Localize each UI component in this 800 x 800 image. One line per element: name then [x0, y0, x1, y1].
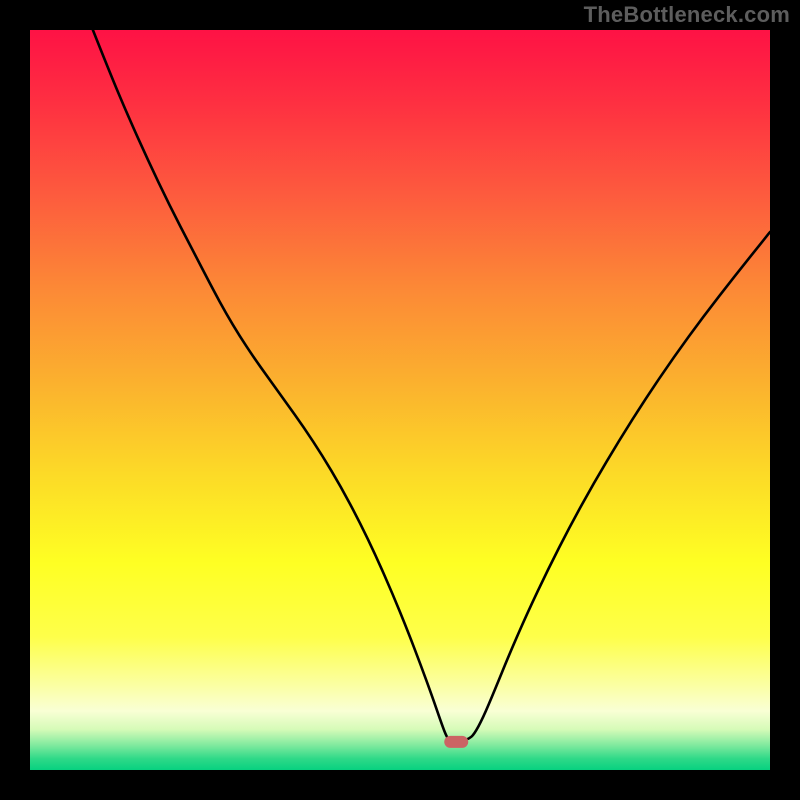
watermark-text: TheBottleneck.com [584, 2, 790, 28]
bottleneck-chart [0, 0, 800, 800]
plot-gradient-background [30, 30, 770, 770]
optimal-marker [444, 736, 468, 748]
chart-container: TheBottleneck.com [0, 0, 800, 800]
